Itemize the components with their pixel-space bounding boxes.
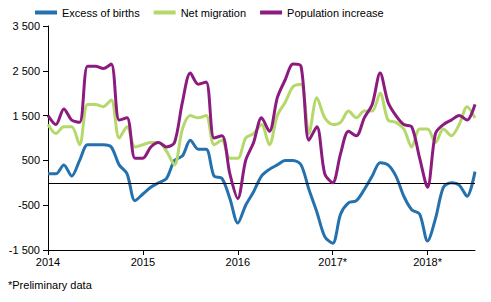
svg-text:2016: 2016 [226, 256, 250, 268]
svg-text:1 500: 1 500 [12, 110, 40, 122]
svg-text:-1 500: -1 500 [9, 244, 40, 256]
svg-text:2014: 2014 [36, 256, 60, 268]
svg-text:-500: -500 [18, 199, 40, 211]
svg-text:Population increase: Population increase [287, 7, 384, 19]
svg-text:Net migration: Net migration [181, 7, 246, 19]
svg-text:Excess of births: Excess of births [62, 7, 140, 19]
svg-text:*Preliminary data: *Preliminary data [8, 279, 93, 291]
svg-text:2 500: 2 500 [12, 65, 40, 77]
svg-text:2017*: 2017* [318, 256, 347, 268]
svg-text:500: 500 [22, 154, 40, 166]
svg-text:2015: 2015 [131, 256, 155, 268]
svg-text:2018*: 2018* [413, 256, 442, 268]
svg-text:3 500: 3 500 [12, 20, 40, 32]
